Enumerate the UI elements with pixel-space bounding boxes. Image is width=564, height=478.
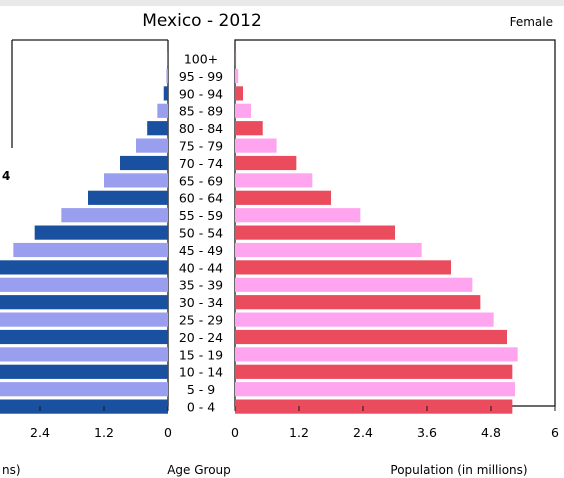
left-bar xyxy=(0,329,168,345)
age-group-labels: 0 - 4 5 - 9 10 - 14 15 - 19 20 - 24 25 - 29 30… xyxy=(179,52,223,415)
right-bar xyxy=(235,103,251,118)
tick-label: 1.2 xyxy=(94,425,114,440)
age-group-label: 75 - 79 xyxy=(179,139,223,154)
age-group-label: 55 - 59 xyxy=(179,208,223,223)
center-axis-label: Age Group xyxy=(167,463,231,477)
right-bars xyxy=(235,51,518,414)
left-bar xyxy=(166,68,168,84)
tick-label: 0 xyxy=(164,425,172,440)
tick-label: 2.4 xyxy=(353,425,373,440)
age-group-label: 35 - 39 xyxy=(179,278,223,293)
age-group-label: 5 - 9 xyxy=(187,382,215,397)
right-bar xyxy=(235,121,263,136)
tick-label: 3.6 xyxy=(417,425,437,440)
right-bar xyxy=(235,347,518,362)
tick-label: 2.4 xyxy=(30,425,50,440)
age-group-label: 25 - 29 xyxy=(179,313,223,328)
age-group-label: 100+ xyxy=(184,52,218,67)
tick-label: 0 xyxy=(231,425,239,440)
age-group-label: 0 - 4 xyxy=(187,400,215,415)
left-bar xyxy=(34,225,168,240)
tick-label: 1.2 xyxy=(289,425,309,440)
age-group-label: 95 - 99 xyxy=(179,69,223,84)
right-bar xyxy=(235,190,331,205)
left-bar xyxy=(88,190,168,205)
right-bar xyxy=(235,277,473,292)
age-group-label: 90 - 94 xyxy=(179,86,223,101)
left-bar xyxy=(0,260,168,275)
age-group-label: 80 - 84 xyxy=(179,121,223,136)
right-bar xyxy=(235,295,481,310)
right-bar xyxy=(235,329,507,345)
top-strip xyxy=(0,0,564,6)
left-bar xyxy=(0,399,168,414)
right-series-label: Female xyxy=(510,15,553,29)
age-group-label: 15 - 19 xyxy=(179,347,223,362)
left-bar xyxy=(157,103,168,118)
right-bar xyxy=(235,242,422,258)
left-bar xyxy=(163,86,168,101)
right-bar xyxy=(235,312,494,327)
x-axis-label: Population (in millions) xyxy=(390,463,527,477)
right-bar xyxy=(235,382,515,397)
age-group-label: 85 - 89 xyxy=(179,104,223,119)
left-bar xyxy=(0,277,168,292)
right-bar xyxy=(235,51,237,66)
left-bar xyxy=(167,51,168,66)
age-group-label: 30 - 34 xyxy=(179,295,223,310)
left-bar xyxy=(0,347,168,362)
tick-label: 6 xyxy=(551,425,559,440)
right-bar xyxy=(235,138,277,153)
right-bar xyxy=(235,68,239,84)
right-bar xyxy=(235,86,243,101)
right-bar xyxy=(235,399,513,414)
right-bar xyxy=(235,208,361,223)
left-bar xyxy=(0,382,169,397)
age-group-label: 45 - 49 xyxy=(179,243,223,258)
age-group-label: 65 - 69 xyxy=(179,173,223,188)
left-bar xyxy=(104,173,168,188)
left-bar xyxy=(61,208,169,223)
age-group-label: 60 - 64 xyxy=(179,191,223,206)
left-corner-fragment: 4 xyxy=(2,169,10,183)
left-bar xyxy=(120,155,168,171)
chart-title: Mexico - 2012 xyxy=(142,11,262,31)
tick-label: 4.8 xyxy=(481,425,501,440)
left-bar xyxy=(136,138,168,153)
age-group-label: 10 - 14 xyxy=(179,365,223,380)
left-bars xyxy=(0,51,169,414)
left-bar xyxy=(13,242,169,258)
left-bar xyxy=(0,364,169,379)
right-bar xyxy=(235,155,297,171)
age-group-label: 40 - 44 xyxy=(179,260,223,275)
axis-ticks: 2.4 1.2 0 0 1.2 2.4 3.6 4.8 6 xyxy=(30,406,559,440)
right-bar xyxy=(235,225,395,240)
left-bar xyxy=(0,295,168,310)
age-group-label: 50 - 54 xyxy=(179,226,223,241)
left-axis-label-fragment: ns) xyxy=(2,463,21,477)
age-group-label: 20 - 24 xyxy=(179,330,223,345)
left-bar xyxy=(0,312,169,327)
age-group-label: 70 - 74 xyxy=(179,156,223,171)
right-bar xyxy=(235,260,451,275)
right-bar xyxy=(235,173,313,188)
left-bar xyxy=(147,121,168,136)
right-bar xyxy=(235,364,513,379)
